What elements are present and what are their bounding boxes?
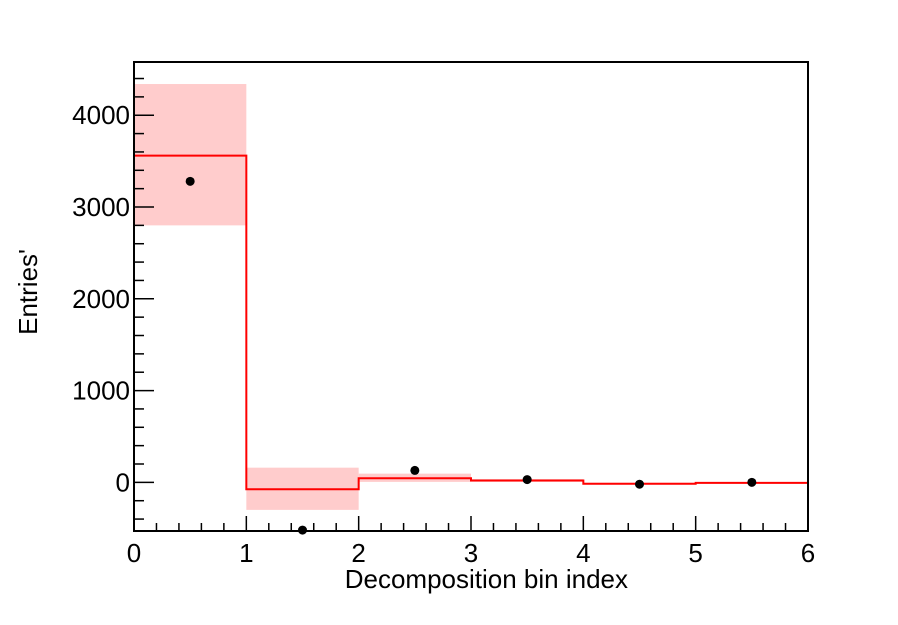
y-axis: 0 1000 2000 3000 4000 bbox=[72, 77, 154, 520]
data-point-3 bbox=[410, 465, 420, 475]
x-tick-label: 4 bbox=[576, 538, 590, 568]
y-tick-label: 2000 bbox=[72, 284, 130, 314]
y-tick-label: 4000 bbox=[72, 100, 130, 130]
y-tick-label: 3000 bbox=[72, 192, 130, 222]
y-tick-label: 0 bbox=[116, 467, 130, 497]
histogram-step-line bbox=[133, 154, 808, 491]
data-point-6 bbox=[747, 477, 757, 487]
data-point-5 bbox=[635, 479, 644, 489]
x-tick-label: 5 bbox=[688, 538, 702, 568]
x-axis-label: Decomposition bin index bbox=[345, 564, 628, 594]
error-bands bbox=[134, 84, 808, 510]
x-tick-label: 0 bbox=[127, 538, 141, 568]
histogram bbox=[133, 154, 808, 491]
data-point-1 bbox=[185, 176, 195, 186]
x-tick-label: 6 bbox=[801, 538, 815, 568]
x-axis: 0 1 2 3 4 5 6 bbox=[127, 516, 815, 568]
data-point-4 bbox=[522, 475, 532, 485]
x-tick-label: 3 bbox=[464, 538, 478, 568]
y-tick-label: 1000 bbox=[72, 376, 130, 406]
x-tick-label: 1 bbox=[239, 538, 253, 568]
x-tick-label: 2 bbox=[351, 538, 365, 568]
y-axis-label: Entries' bbox=[13, 249, 43, 335]
